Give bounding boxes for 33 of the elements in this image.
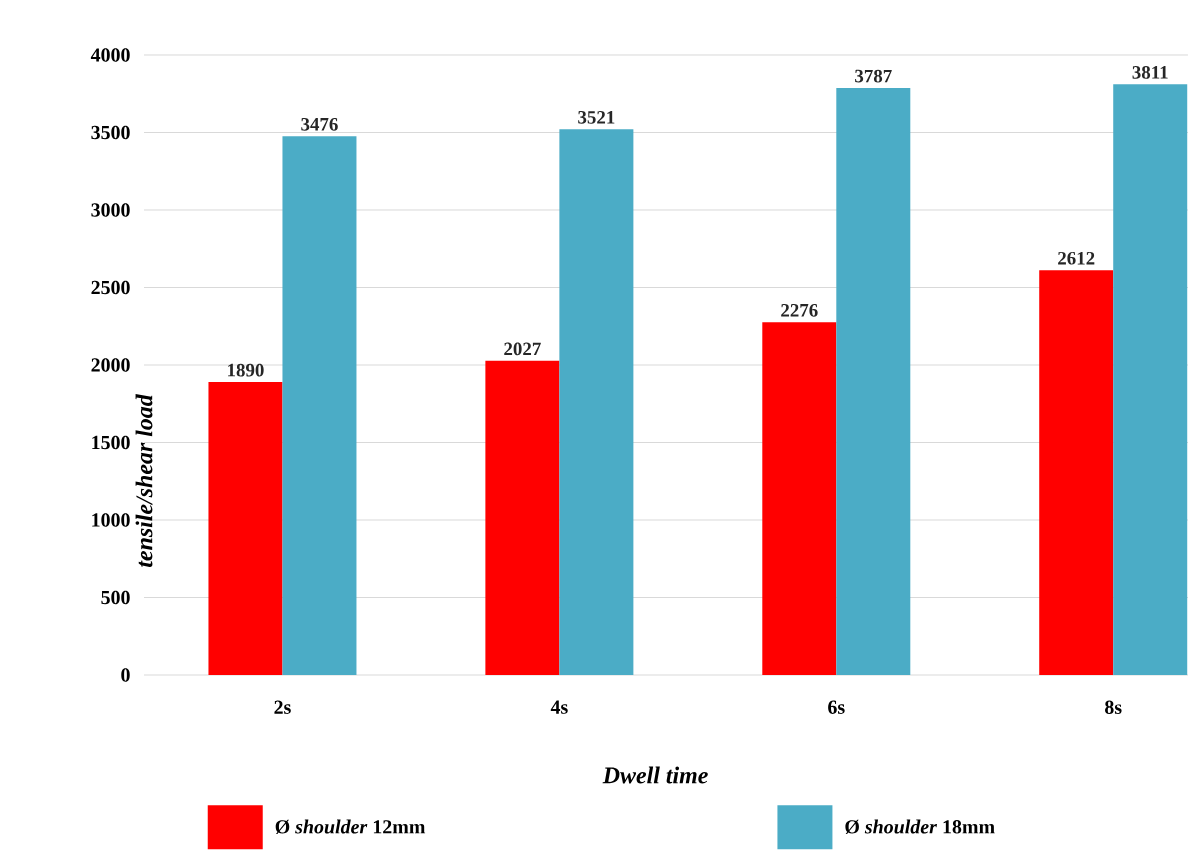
bar [208, 382, 283, 675]
data-label: 2612 [1058, 251, 1095, 265]
x-tick-label: 4s [550, 700, 568, 714]
y-tick-label: 4000 [90, 48, 130, 62]
y-tick-label: 3000 [91, 203, 130, 217]
y-tick-label: 3500 [91, 125, 130, 140]
bar [282, 136, 357, 675]
legend-label: Ø shoulder 12mm [275, 819, 426, 834]
y-tick-label: 500 [101, 590, 130, 605]
bar [762, 322, 837, 675]
data-label: 2027 [504, 342, 541, 356]
bar [1039, 270, 1114, 675]
y-tick-label: 0 [121, 668, 130, 682]
bar [485, 360, 560, 675]
y-axis-title: tensile/shear load [135, 394, 153, 567]
x-tick-label: 2s [274, 700, 291, 714]
x-tick-label: 8s [1105, 700, 1122, 714]
bar [559, 129, 634, 675]
y-tick-label: 2500 [91, 280, 130, 295]
y-tick-label: 2000 [91, 358, 130, 372]
y-tick-label: 1500 [92, 435, 130, 450]
x-axis-title: Dwell time [602, 766, 708, 784]
y-tick-label: 1000 [92, 513, 130, 527]
data-label: 3787 [855, 69, 892, 83]
data-label: 2276 [781, 303, 818, 317]
legend-label: Ø shoulder 18mm [845, 819, 995, 834]
data-label: 1890 [228, 363, 264, 377]
bar [1113, 84, 1188, 675]
x-tick-label: 6s [828, 700, 845, 714]
data-label: 3476 [301, 117, 338, 131]
data-label: 3811 [1132, 66, 1168, 79]
data-label: 3521 [578, 111, 615, 124]
bar [836, 88, 911, 675]
